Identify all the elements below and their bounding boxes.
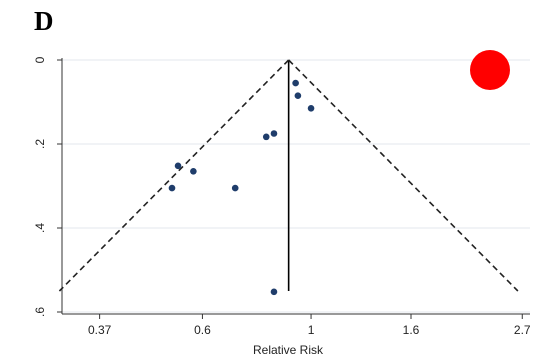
x-axis-label: Relative Risk <box>253 343 324 357</box>
y-tick-label: .6 <box>33 307 47 317</box>
panel-label: D <box>34 6 54 36</box>
funnel-lines <box>58 59 519 292</box>
data-point <box>292 79 299 87</box>
data-points <box>168 79 315 296</box>
y-tick-label: 0 <box>33 56 47 63</box>
data-point <box>168 184 176 192</box>
x-tick-label: 1.6 <box>403 323 420 337</box>
x-tick-label: 0.6 <box>194 323 211 337</box>
x-tick-label: 0.37 <box>88 323 112 337</box>
axes <box>61 58 530 315</box>
data-point <box>307 105 315 112</box>
upper-ci-line <box>288 59 519 292</box>
x-axis-ticks: 0.37 0.6 1 1.6 2.7 <box>88 314 531 337</box>
lower-ci-line <box>58 59 290 292</box>
y-tick-label: .2 <box>33 139 47 149</box>
data-point <box>231 184 239 192</box>
red-dot-marker <box>470 50 510 90</box>
y-axis-ticks: 0 .2 .4 .6 <box>33 56 62 317</box>
x-tick-label: 2.7 <box>514 323 531 337</box>
data-point <box>262 133 270 141</box>
x-tick-label: 1 <box>308 323 315 337</box>
gridlines <box>62 59 530 313</box>
data-point <box>294 92 302 99</box>
data-point <box>270 130 278 137</box>
data-point <box>270 288 278 296</box>
y-tick-label: .4 <box>33 223 47 233</box>
data-point <box>190 168 197 175</box>
data-point <box>174 162 182 170</box>
